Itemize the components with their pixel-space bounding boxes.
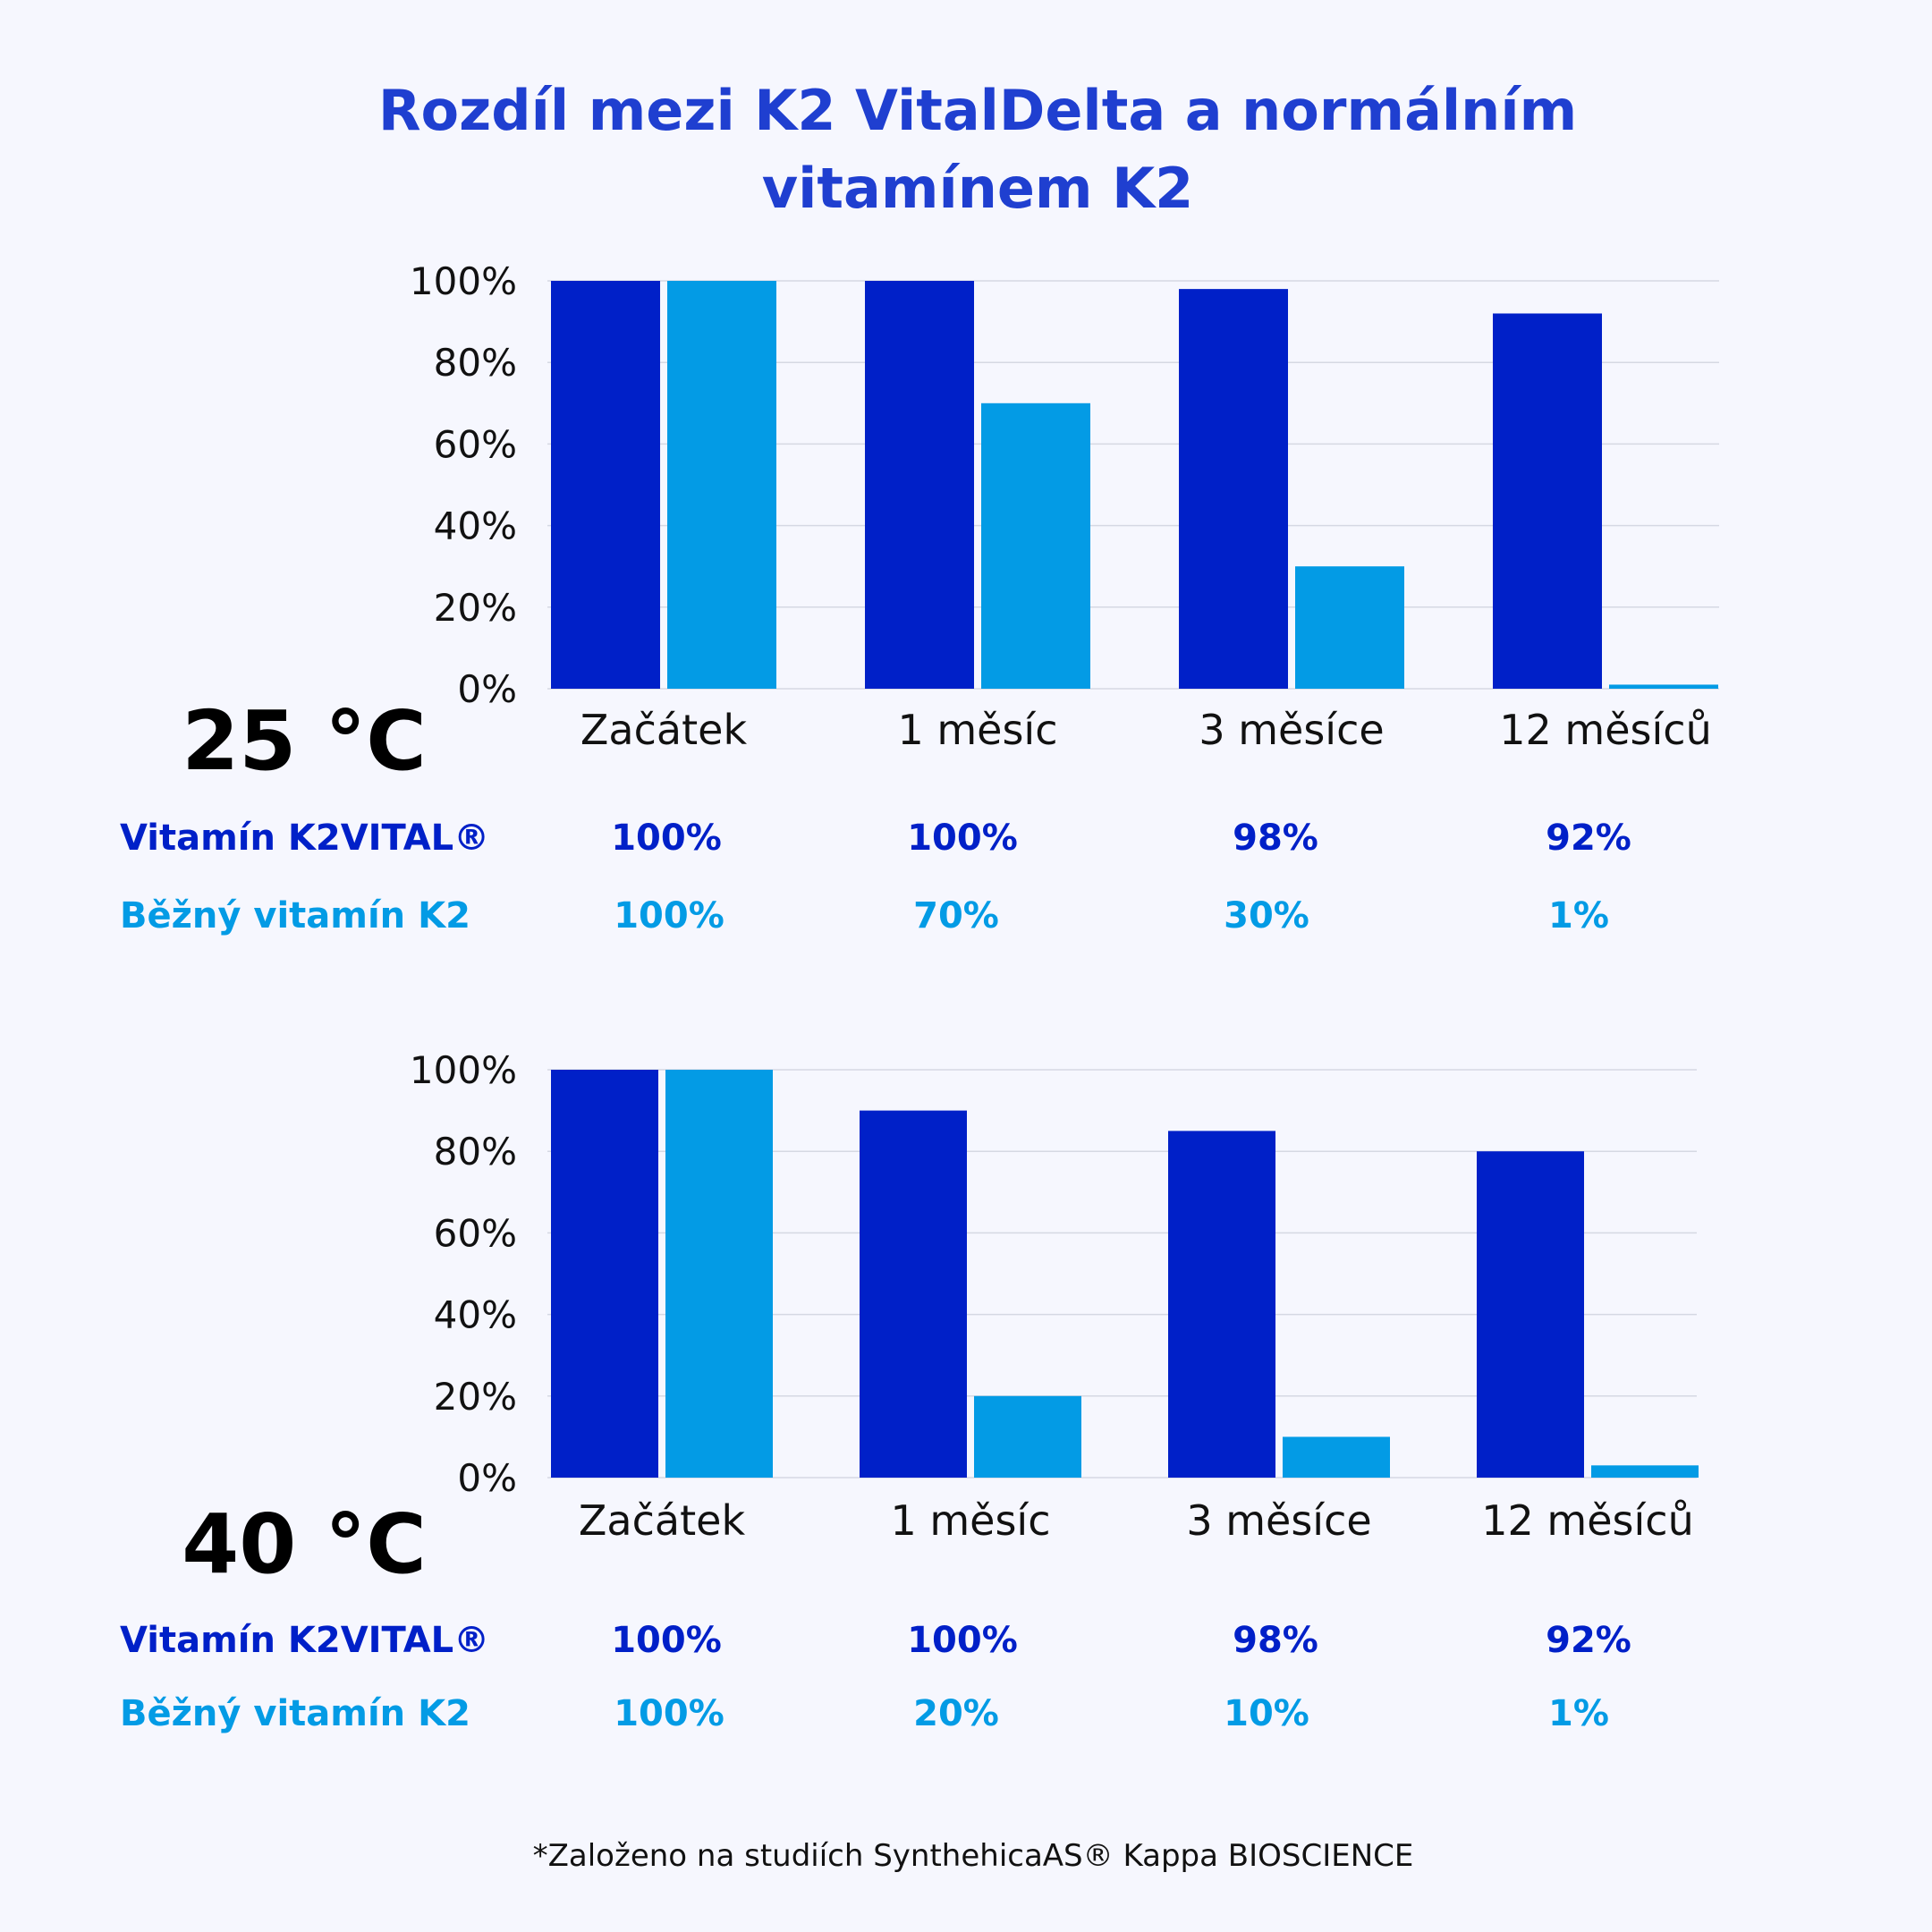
table-value: 1% — [1548, 1693, 1609, 1734]
table-value: 100% — [611, 818, 722, 859]
category-label: Začátek — [579, 1496, 746, 1545]
bar-regular — [667, 281, 776, 689]
bar-regular — [1295, 566, 1404, 689]
table-value: 1% — [1548, 895, 1609, 936]
category-label: Začátek — [580, 706, 748, 754]
table-value: 92% — [1546, 818, 1631, 859]
table-value: 100% — [907, 1620, 1018, 1661]
y-tick-label: 100% — [410, 1048, 517, 1092]
bar-regular — [1591, 1465, 1699, 1478]
table-value: 92% — [1546, 1620, 1631, 1661]
bar-vital — [1477, 1151, 1584, 1478]
table-value: 10% — [1224, 1693, 1309, 1734]
y-tick-label: 40% — [434, 1293, 517, 1337]
table-value: 70% — [913, 895, 999, 936]
category-label: 12 měsíců — [1481, 1496, 1693, 1545]
bar-vital — [1168, 1131, 1275, 1478]
bar-vital — [551, 1070, 658, 1478]
bar-regular — [1283, 1436, 1390, 1478]
temperature-label: 25 °C — [182, 693, 427, 789]
title-line-2: vitamínem K2 — [762, 156, 1194, 221]
table-row-label: Vitamín K2VITAL® — [120, 818, 489, 859]
category-label: 12 měsíců — [1499, 706, 1711, 754]
bar-regular — [981, 402, 1090, 689]
bar-vital — [1493, 313, 1602, 689]
bar-regular — [665, 1070, 773, 1478]
temperature-label: 40 °C — [182, 1496, 427, 1592]
category-label: 3 měsíce — [1199, 706, 1384, 754]
bar-regular — [974, 1395, 1081, 1478]
y-tick-label: 80% — [434, 1130, 517, 1174]
category-label: 1 měsíc — [897, 706, 1057, 754]
title-line-1: Rozdíl mezi K2 VitalDelta a normálním — [378, 78, 1577, 143]
category-label: 1 měsíc — [890, 1496, 1050, 1545]
y-tick-label: 60% — [434, 1211, 517, 1255]
y-tick-label: 0% — [457, 667, 517, 711]
chart-0: 0% 20% 40% 60% 80% 100% Začátek 1 měsíc 3 měsíce… — [120, 259, 1719, 936]
table-value: 98% — [1233, 1620, 1318, 1661]
y-tick-label: 20% — [434, 1375, 517, 1419]
table-value: 20% — [913, 1693, 999, 1734]
category-label: 3 měsíce — [1186, 1496, 1371, 1545]
y-tick-label: 80% — [434, 341, 517, 385]
table-row-label: Běžný vitamín K2 — [120, 895, 470, 936]
table-value: 100% — [611, 1620, 722, 1661]
y-tick-label: 20% — [434, 586, 517, 630]
table-row-label: Vitamín K2VITAL® — [120, 1620, 489, 1661]
y-tick-label: 40% — [434, 504, 517, 548]
y-tick-label: 0% — [457, 1456, 517, 1500]
table-row-label: Běžný vitamín K2 — [120, 1693, 470, 1734]
y-tick-label: 100% — [410, 259, 517, 303]
bar-vital — [865, 281, 974, 689]
chart-1: 0% 20% 40% 60% 80% 100% Začátek 1 měsíc 3 měsíce… — [120, 1048, 1699, 1734]
bar-vital — [860, 1110, 967, 1478]
table-value: 100% — [614, 1693, 724, 1734]
bar-vital — [551, 281, 660, 689]
table-value: 98% — [1233, 818, 1318, 859]
bar-regular — [1609, 684, 1718, 689]
table-value: 100% — [907, 818, 1018, 859]
footnote: *Založeno na studiích SynthehicaAS® Kapp… — [533, 1838, 1414, 1874]
bar-vital — [1179, 289, 1288, 689]
y-tick-label: 60% — [434, 422, 517, 466]
table-value: 100% — [614, 895, 724, 936]
table-value: 30% — [1224, 895, 1309, 936]
